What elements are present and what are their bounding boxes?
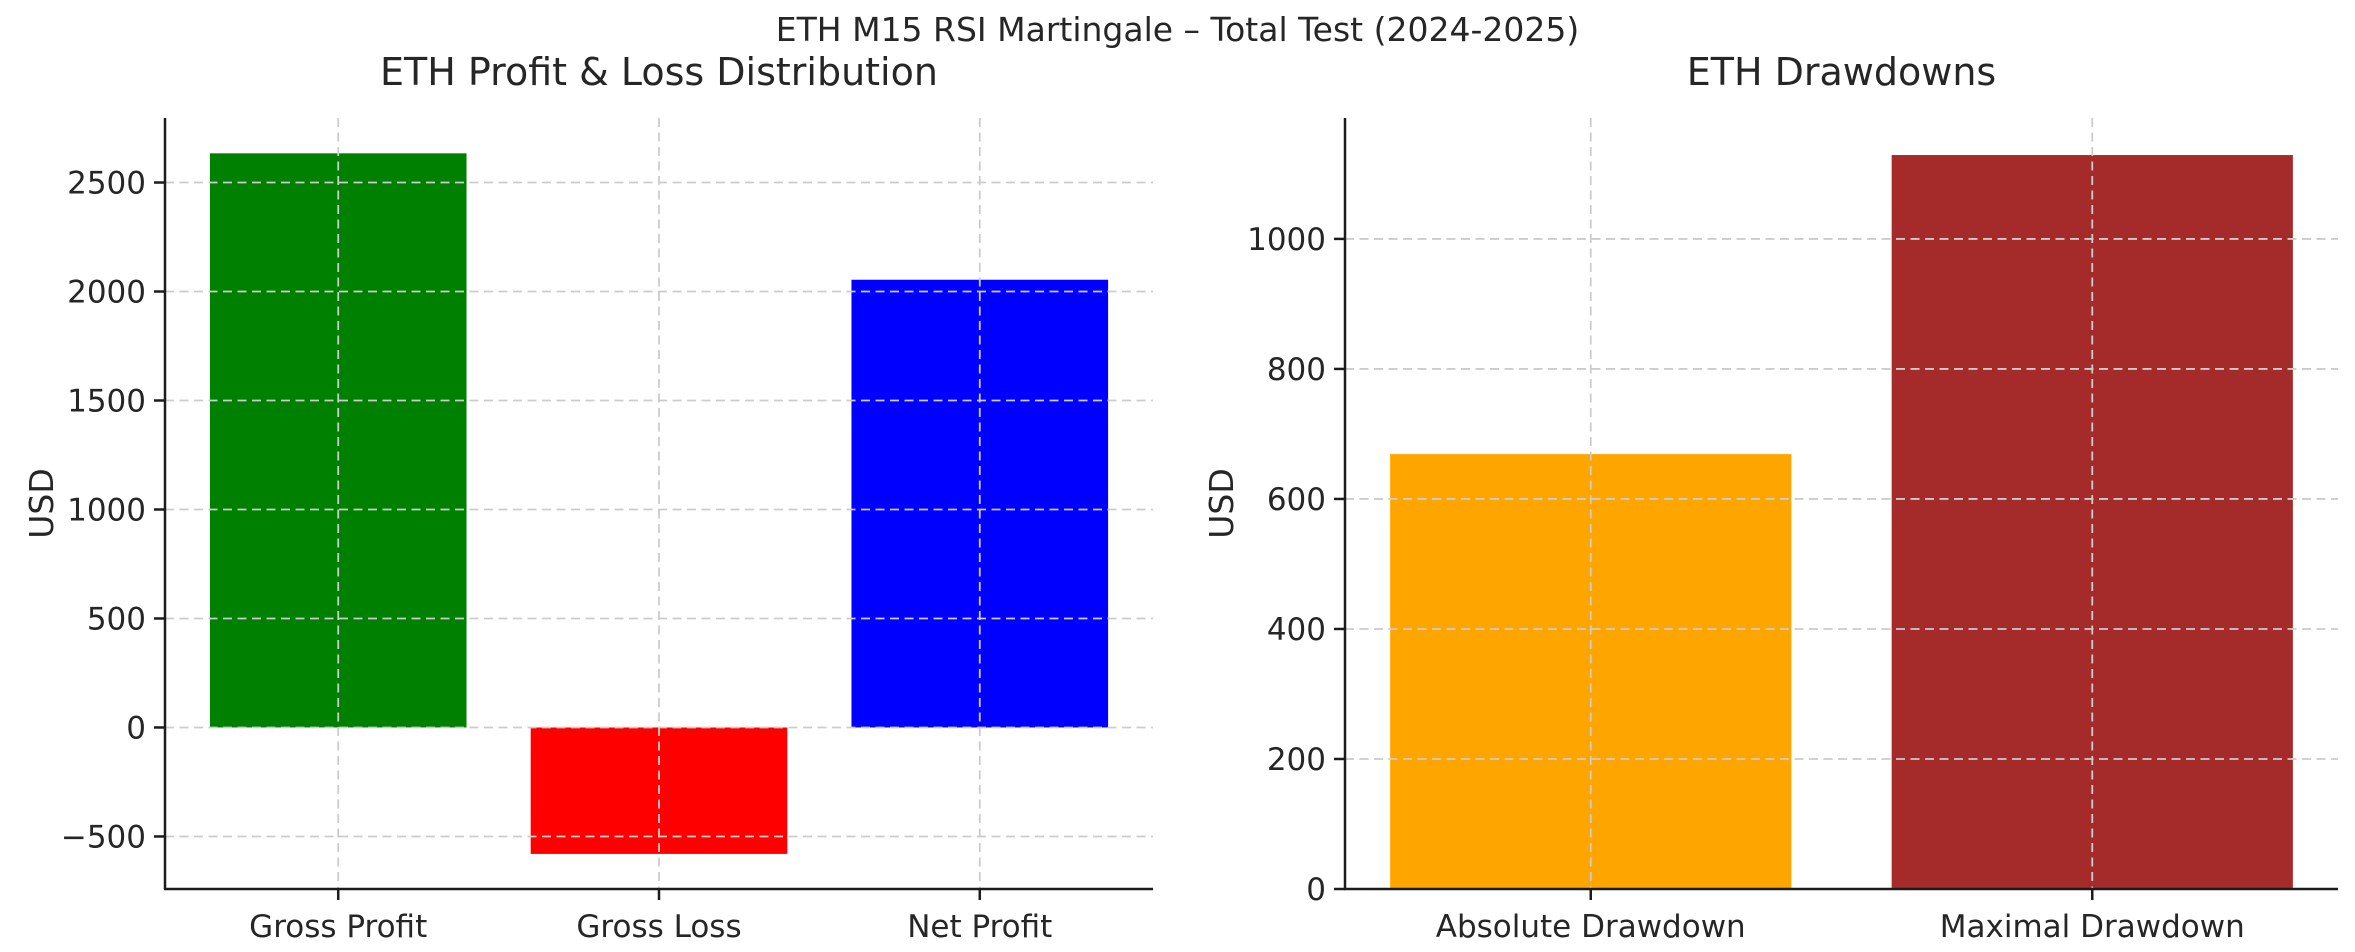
bar-maximal-drawdown xyxy=(1891,155,2293,889)
y-tick-label-800: 800 xyxy=(1267,352,1326,388)
y-axis-label: USD xyxy=(22,468,61,539)
x-tick-label-maximal-drawdown: Maximal Drawdown xyxy=(1940,909,2245,945)
y-tick-label-600: 600 xyxy=(1267,482,1326,518)
x-tick-label-gross-loss: Gross Loss xyxy=(576,909,741,945)
y-tick-label-2500: 2500 xyxy=(67,166,146,202)
x-tick-label-absolute-drawdown: Absolute Drawdown xyxy=(1436,909,1746,945)
drawdowns-chart-title: ETH Drawdowns xyxy=(1686,50,1997,94)
y-tick-label-1000: 1000 xyxy=(1247,222,1326,258)
y-axis-label: USD xyxy=(1202,468,1241,539)
y-tick-label-200: 200 xyxy=(1267,742,1326,778)
y-tick-label--500: −500 xyxy=(61,819,146,855)
profit-loss-chart-title: ETH Profit & Loss Distribution xyxy=(380,50,938,94)
y-tick-label-0: 0 xyxy=(126,710,146,746)
y-tick-label-1500: 1500 xyxy=(67,384,146,420)
y-tick-label-1000: 1000 xyxy=(67,492,146,528)
y-tick-label-400: 400 xyxy=(1267,612,1326,648)
y-tick-label-500: 500 xyxy=(87,601,146,637)
x-tick-label-gross-profit: Gross Profit xyxy=(249,909,427,945)
y-tick-label-2000: 2000 xyxy=(67,275,146,311)
y-tick-label-0: 0 xyxy=(1306,872,1326,908)
x-tick-label-net-profit: Net Profit xyxy=(907,909,1052,945)
figure-suptitle: ETH M15 RSI Martingale – Total Test (202… xyxy=(775,10,1580,49)
